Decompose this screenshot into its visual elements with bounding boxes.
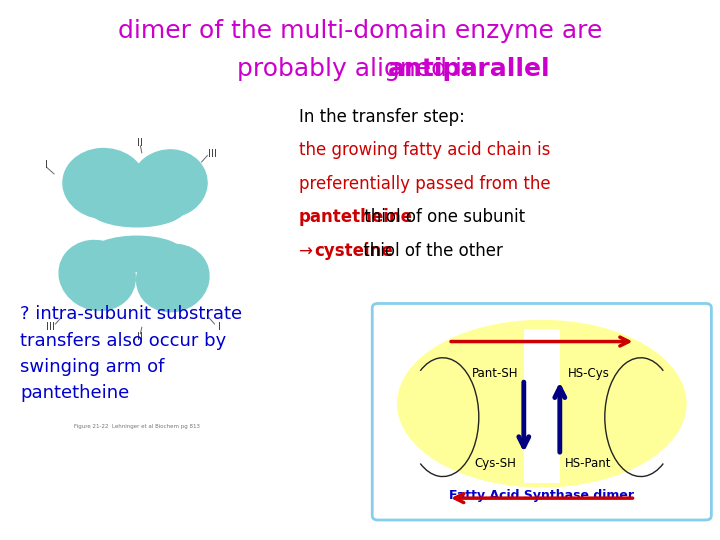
Ellipse shape [131,150,207,217]
Text: probably aligned in: probably aligned in [237,57,486,80]
Text: Cys-SH: Cys-SH [474,456,516,470]
Text: III: III [46,322,55,332]
Ellipse shape [137,245,209,312]
Text: thiol of the other: thiol of the other [358,242,503,260]
Text: Pant-SH: Pant-SH [472,367,518,381]
Text: I: I [218,322,221,332]
FancyBboxPatch shape [524,329,560,483]
Text: thiol of one subunit: thiol of one subunit [359,208,525,226]
Text: ? intra-subunit substrate
transfers also occur by
swinging arm of
pantetheine: ? intra-subunit substrate transfers also… [20,305,243,402]
Ellipse shape [89,189,186,227]
Text: II: II [138,333,143,342]
Text: In the transfer step:: In the transfer step: [299,108,464,126]
Text: Figure 21-22  Lehninger et al Biochem pg 813: Figure 21-22 Lehninger et al Biochem pg … [74,424,200,429]
Text: cysteine: cysteine [315,242,393,260]
Ellipse shape [59,240,135,310]
Text: HS-Cys: HS-Cys [567,367,610,381]
Text: antiparallel: antiparallel [388,57,551,80]
Text: preferentially passed from the: preferentially passed from the [299,175,550,193]
Ellipse shape [90,237,184,271]
Text: the growing fatty acid chain is: the growing fatty acid chain is [299,141,550,159]
Text: II: II [138,138,143,148]
Text: III: III [208,149,217,159]
Text: Fatty Acid Synthase dimer: Fatty Acid Synthase dimer [449,489,634,502]
Text: →: → [299,242,318,260]
Text: pantetheine: pantetheine [299,208,413,226]
Ellipse shape [397,321,686,487]
FancyBboxPatch shape [372,303,711,520]
Text: dimer of the multi-domain enzyme are: dimer of the multi-domain enzyme are [118,19,602,43]
Text: HS-Pant: HS-Pant [565,456,612,470]
Ellipse shape [63,148,146,219]
Text: I: I [45,160,48,170]
